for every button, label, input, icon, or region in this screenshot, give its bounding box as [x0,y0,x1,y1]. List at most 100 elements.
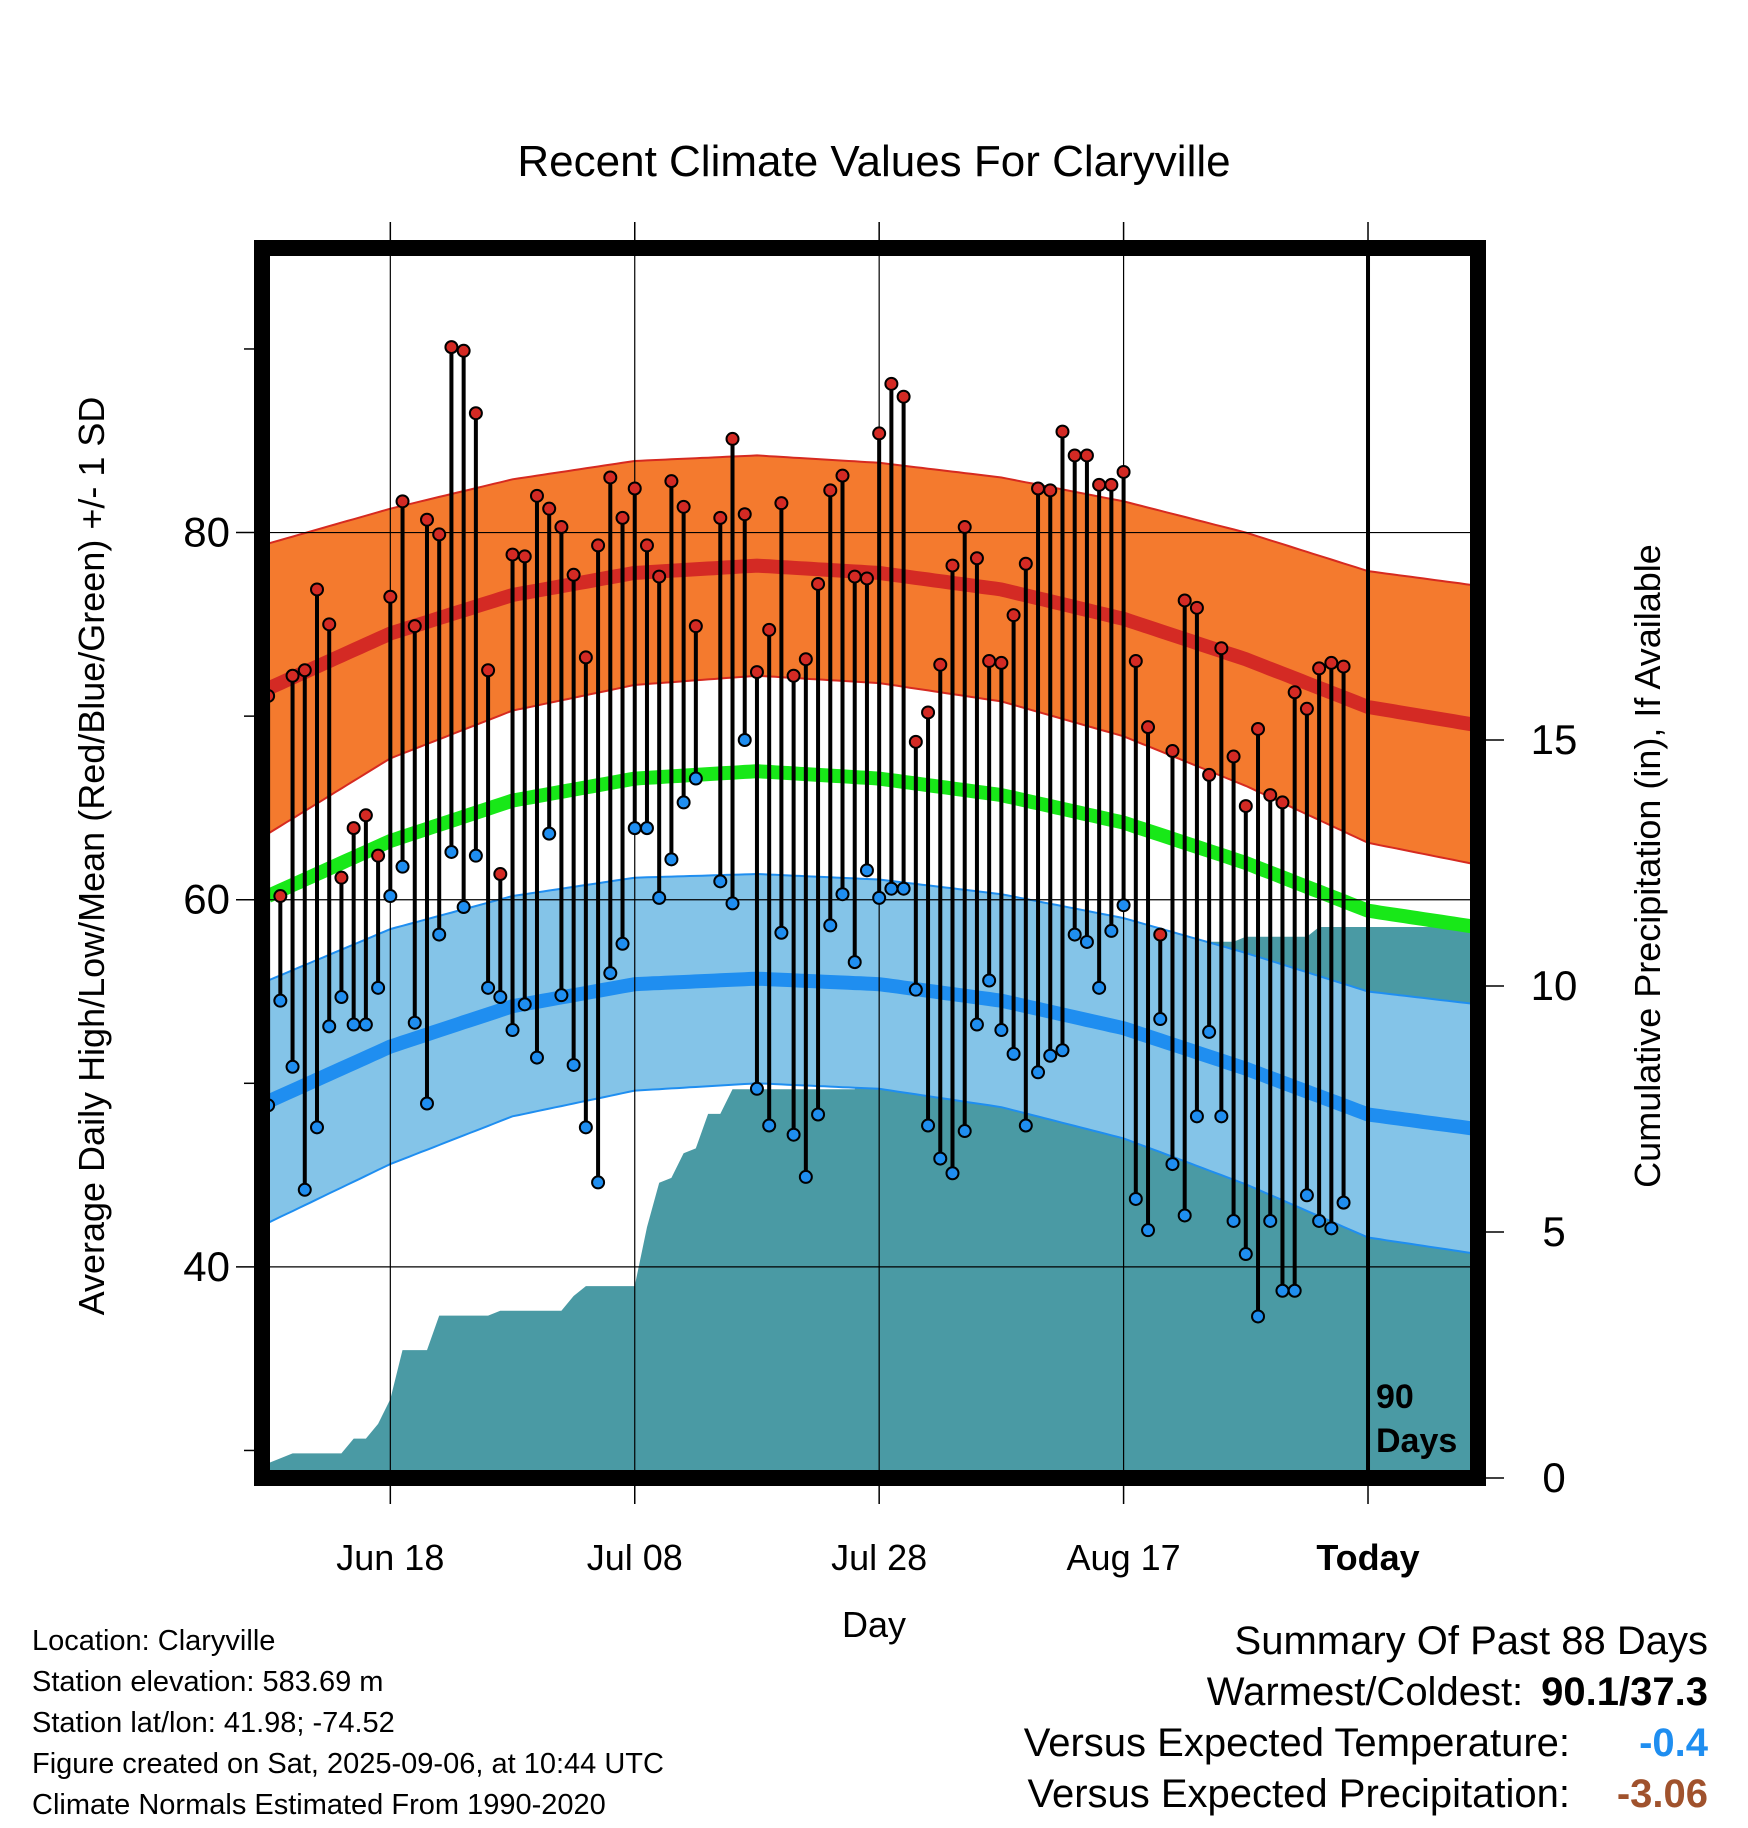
daily-low-point [383,889,398,904]
daily-low-point [1079,934,1094,949]
daily-high-point [713,510,728,525]
daily-low-point [322,1019,337,1034]
daily-low-point [309,1120,324,1135]
daily-low-point [1018,1118,1033,1133]
daily-low-point [419,1096,434,1111]
y2-tick-label: 10 [1531,962,1578,1009]
daily-high-point [1067,448,1082,463]
daily-low-point [1043,1048,1058,1063]
daily-low-point [774,925,789,940]
daily-low-point [688,771,703,786]
precip-anomaly-value: -3.06 [1616,1772,1708,1816]
daily-low-point [334,990,349,1005]
daily-high-point [835,468,850,483]
daily-low-point [957,1124,972,1139]
daily-low-point [432,927,447,942]
daily-low-point [859,863,874,878]
x-tick-label: Aug 17 [1067,1537,1181,1578]
daily-high-point [1312,661,1327,676]
daily-low-point [566,1057,581,1072]
daily-high-point [1043,483,1058,498]
y-tick-label: 80 [183,509,230,556]
daily-low-point [847,955,862,970]
daily-high-point [1104,477,1119,492]
daily-low-point [1238,1247,1253,1262]
daily-high-point [664,474,679,489]
daily-high-point [847,569,862,584]
daily-high-point [603,470,618,485]
y2-tick-label: 0 [1542,1454,1565,1501]
daily-high-point [591,538,606,553]
normal-high-line [265,558,1478,733]
daily-low-point [737,733,752,747]
daily-low-point [945,1166,960,1181]
precip-anomaly-row: Versus Expected Precipitation: -3.06 [1024,1769,1708,1820]
y2-axis-label: Cumulative Precipitation (in), If Availa… [1627,544,1668,1188]
daily-low-point [468,848,483,863]
warmest-coldest-value: 90.1/37.3 [1541,1670,1708,1714]
daily-low-point [1104,923,1119,938]
daily-high-point [1153,927,1168,942]
daily-high-point [1031,481,1046,496]
daily-high-point [786,668,801,683]
daily-low-point [676,795,691,810]
axes: Jun 18 Jul 08 Jul 28 Aug 17 Today 40 60 80 0 5 10 1… [183,222,1577,1578]
daily-low-point [664,852,679,867]
daily-low-point [1141,1223,1156,1238]
daily-high-point [432,527,447,542]
elevation-text: Station elevation: 583.69 m [32,1666,384,1698]
daily-high-point [969,551,984,566]
daily-high-point [1287,685,1302,700]
daily-low-point [725,896,740,911]
daily-low-point [395,859,410,874]
station-info: Location: Claryville Station elevation: … [32,1621,664,1826]
daily-high-point [542,501,557,516]
daily-low-point [529,1050,544,1065]
chart-title: Recent Climate Values For Claryville [517,137,1230,186]
daily-low-point [591,1175,606,1190]
daily-high-point [285,668,300,683]
daily-low-point [407,1015,422,1030]
low-band-lower-edge [267,1082,1478,1255]
high-sd-band [268,455,1478,865]
daily-low-point [1116,898,1131,913]
daily-low-point [786,1127,801,1142]
daily-high-point [945,558,960,573]
plot-clip-group: 90 Days [262,248,1478,1478]
daily-low-point [982,973,997,988]
latlon-text: Station lat/lon: 41.98; -74.52 [32,1707,395,1739]
daily-high-point [358,808,373,823]
daily-high-point [676,499,691,514]
daily-low-point [1067,927,1082,942]
daily-low-point [762,1118,777,1133]
daily-high-point [322,617,337,632]
x-axis-label: Day [842,1604,906,1645]
daily-high-point [652,569,667,584]
daily-low-point [1226,1213,1241,1228]
daily-high-point [639,538,654,553]
daily-high-point [1299,701,1314,716]
daily-low-point [1336,1195,1351,1210]
x-tick-label: Jul 28 [831,1537,927,1578]
plot-frame [254,240,1486,1486]
daily-high-point [957,520,972,535]
warmest-coldest-row: Warmest/Coldest: 90.1/37.3 [1024,1667,1708,1718]
daily-high-point [859,571,874,586]
daily-high-point [982,654,997,669]
daily-high-point [1177,593,1192,608]
normal-mean-line [265,764,1478,935]
location-text: Location: Claryville [32,1625,276,1657]
daily-low-point [273,993,288,1008]
daily-low-point [969,1017,984,1032]
daily-low-point [1055,1043,1070,1058]
daily-high-point [1275,795,1290,810]
daily-high-point [1189,600,1204,615]
daily-high-point [811,576,826,591]
daily-low-point [713,874,728,889]
daily-low-point [1287,1283,1302,1298]
high-band-upper-edge [267,454,1478,587]
daily-high-point [774,496,789,511]
y-tick-label: 40 [183,1243,230,1290]
daily-high-point [872,426,887,441]
daily-low-point [1189,1109,1204,1124]
